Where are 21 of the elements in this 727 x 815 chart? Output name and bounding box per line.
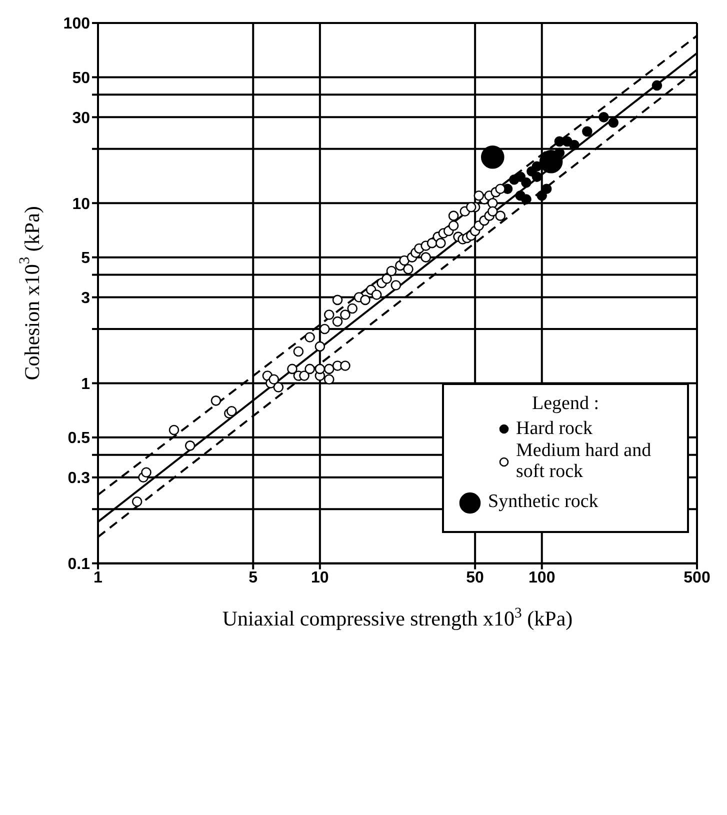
x-tick-label: 50 [466,570,484,587]
x-tick-label: 500 [684,570,710,587]
x-tick-label: 100 [528,570,556,587]
legend-label: Hard rock [516,418,592,439]
x-axis-title: Uniaxial compressive strength x10$^{3}$ (kPa) [222,605,573,630]
y-tick-label: 3 [81,290,90,307]
legend-label: Synthetic rock [488,491,598,512]
x-tick-label: 10 [311,570,329,587]
legend-title: Legend : [532,393,599,414]
x-tick-label: 5 [248,570,258,587]
y-tick-label: 0.1 [68,556,90,574]
y-tick-label: 0.5 [68,430,90,448]
legend-label: Medium hard and soft rock [516,440,652,482]
y-tick-label: 0.3 [68,470,90,488]
y-tick-label: 10 [72,196,90,213]
y-tick-label: 100 [63,16,90,33]
y-tick-label: 50 [72,70,90,87]
y-tick-label: 5 [81,250,90,268]
y-tick-label: 30 [72,110,90,127]
y-tick-label: 1 [81,376,90,393]
x-tick-label: 1 [94,570,103,587]
